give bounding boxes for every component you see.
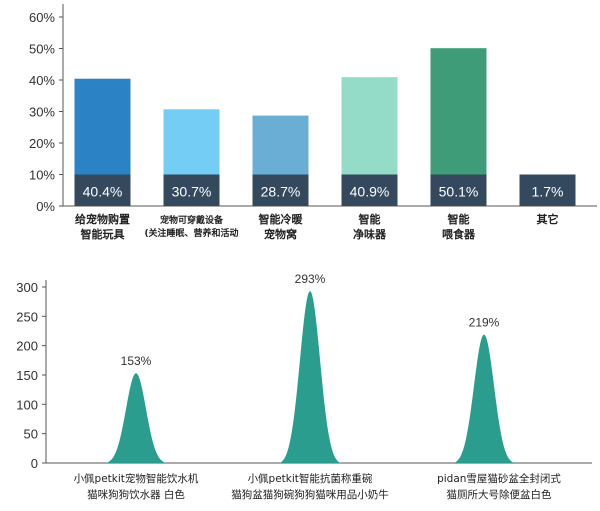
- category-label: 猫厕所大号除便盆白色: [447, 488, 552, 501]
- category-label: 智能冷暖: [259, 212, 304, 226]
- y-tick-label: 50: [24, 427, 38, 442]
- category-label: 小佩petkit智能抗菌称重碗: [248, 472, 373, 485]
- category-label: 猫狗盆猫狗碗狗狗猫咪用品小奶牛: [231, 488, 389, 501]
- y-tick-label: 10%: [29, 168, 55, 183]
- y-tick-label: 100: [16, 397, 38, 412]
- bar-label-band: [252, 174, 309, 206]
- category-label: 净味器: [353, 227, 387, 241]
- bar-value-label: 40.9%: [350, 184, 390, 200]
- bar-label-band: [163, 174, 220, 206]
- y-tick-label: 200: [16, 339, 38, 354]
- peak-value-label: 293%: [295, 272, 326, 286]
- y-tick-label: 300: [16, 280, 38, 295]
- y-tick-label: 50%: [29, 42, 55, 57]
- y-tick-label: 30%: [29, 105, 55, 120]
- peak-area: [106, 373, 166, 463]
- bar-label-band: [74, 174, 131, 206]
- y-tick-label: 20%: [29, 136, 55, 151]
- bar-value-label: 40.4%: [83, 184, 123, 200]
- y-tick-label: 0: [31, 456, 38, 471]
- category-label: 宠物可穿戴设备: [160, 214, 224, 226]
- category-label: 给宠物购置: [75, 212, 130, 226]
- y-tick-label: 40%: [29, 73, 55, 88]
- category-label: 喂食器: [442, 227, 476, 241]
- peak-value-label: 153%: [121, 354, 152, 368]
- peak-value-label: 219%: [469, 316, 500, 330]
- category-label: 智能: [359, 212, 381, 226]
- category-label: 小佩petkit宠物智能饮水机: [74, 472, 199, 485]
- y-tick-label: 0%: [36, 199, 55, 214]
- category-label: 智能: [448, 212, 470, 226]
- bar-label-band: [519, 174, 576, 206]
- y-tick-label: 150: [16, 368, 38, 383]
- y-tick-label: 250: [16, 309, 38, 324]
- peak-chart: 0 50 100 150 200 250 300 153% 小佩petkit宠物智能饮水机猫咪狗…: [16, 272, 592, 501]
- peak-area: [454, 334, 514, 463]
- category-label: 其它: [537, 212, 559, 226]
- bar-label-band: [341, 174, 398, 206]
- category-label: 智能玩具: [81, 227, 125, 241]
- bar-value-label: 1.7%: [532, 184, 564, 200]
- category-label: 猫咪狗狗饮水器 白色: [87, 488, 185, 501]
- bar-value-label: 30.7%: [172, 184, 212, 200]
- bar-label-band: [430, 174, 487, 206]
- y-tick-label: 60%: [29, 10, 55, 25]
- category-label: 宠物窝: [264, 227, 297, 241]
- category-label: (关注睡眠、营养和活动: [144, 227, 238, 239]
- peak-area: [280, 291, 340, 463]
- bar-value-label: 50.1%: [439, 184, 479, 200]
- bar-value-label: 28.7%: [261, 184, 301, 200]
- category-label: pidan雪屋猫砂盆全封闭式: [437, 472, 561, 485]
